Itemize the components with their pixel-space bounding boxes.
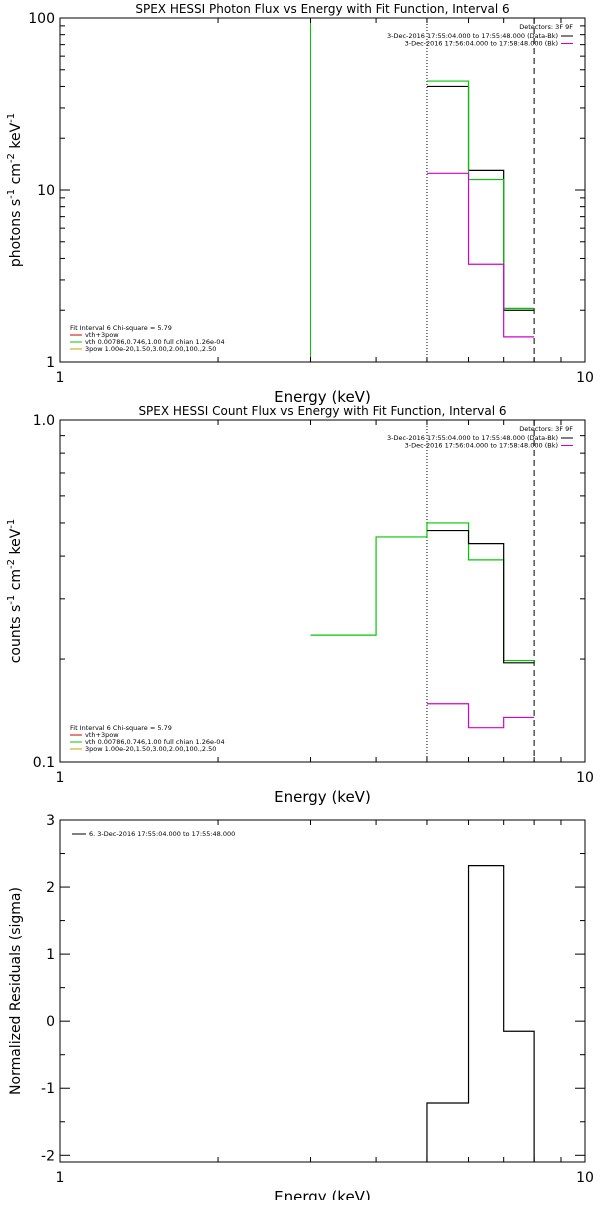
y-tick-label: 2	[46, 880, 55, 896]
histogram-background-model	[426, 172, 535, 338]
y-axis-label-part: keV	[8, 122, 24, 153]
x-tick-label: 10	[576, 770, 594, 786]
y-axis-label-part: -2	[6, 559, 17, 569]
legend-entry-label: 3-Dec-2016 17:56:04.000 to 17:58:48.000 …	[405, 442, 558, 450]
legend-entry-label: vth 0.00786,0.746,1.00 full chian 1.26e-…	[85, 338, 225, 346]
y-tick-label: 3	[46, 813, 55, 829]
legend-fit-header: Fit Interval 6 Chi-square = 5.79	[70, 724, 172, 732]
x-tick-label: 1	[56, 1170, 65, 1186]
legend-detectors: Detectors: 3F 9F	[519, 23, 573, 31]
x-axis-label: Energy (keV)	[274, 388, 371, 406]
histogram-data	[426, 529, 535, 664]
y-tick-label: 1	[46, 947, 55, 963]
y-axis-label: photons s-1 cm-2 keV-1	[6, 113, 24, 267]
x-tick-label: 10	[576, 1170, 594, 1186]
legend-entry-label: 3-Dec-2016 17:55:04.000 to 17:55:48.000 …	[387, 32, 558, 40]
plot-frame	[59, 419, 586, 763]
y-tick-label: -1	[41, 1081, 55, 1097]
y-axis-label-part: photons s	[8, 199, 24, 267]
chart-title: SPEX HESSI Count Flux vs Energy with Fit…	[138, 404, 506, 418]
legend-entry-label: 3-Dec-2016 17:56:04.000 to 17:58:48.000 …	[405, 40, 558, 48]
plot-frame	[59, 819, 586, 1163]
x-axis-label: Energy (keV)	[274, 1188, 371, 1200]
x-tick-label: 1	[56, 370, 65, 386]
y-axis-label: counts s-1 cm-2 keV-1	[6, 519, 24, 664]
y-axis-label-part: keV	[8, 528, 24, 559]
legend-entry-label: 6. 3-Dec-2016 17:55:04.000 to 17:55:48.0…	[89, 830, 235, 838]
x-tick-label: 10	[576, 370, 594, 386]
legend-entry-label: vth 0.00786,0.746,1.00 full chian 1.26e-…	[85, 738, 225, 746]
y-tick-label: 0.1	[33, 755, 55, 771]
y-axis-label-part: counts s	[8, 605, 24, 664]
y-tick-label: 100	[28, 11, 55, 27]
chart-title: SPEX HESSI Photon Flux vs Energy with Fi…	[135, 2, 509, 16]
legend-fit-header: Fit Interval 6 Chi-square = 5.79	[70, 324, 172, 332]
y-tick-label: 10	[37, 183, 55, 199]
legend-entry-label: vth+3pow	[85, 731, 119, 739]
histogram-fit	[426, 80, 535, 309]
x-axis-label: Energy (keV)	[274, 788, 371, 806]
y-axis-label-part: Normalized Residuals (sigma)	[8, 887, 24, 1095]
histogram-data	[426, 865, 535, 1162]
y-axis-label-part: -1	[6, 113, 17, 123]
y-tick-label: 0	[46, 1014, 55, 1030]
legend-entry-label: 3pow 1.00e-20,1.50,3.00,2.00,100.,2.50	[85, 745, 216, 753]
plot-panel-1: 1 10 1 10 100 SPEX HESSI Photon Flux vs Energ…	[6, 2, 594, 406]
legend-detectors: Detectors: 3F 9F	[519, 425, 573, 433]
y-tick-label: 1.0	[33, 413, 55, 429]
plot-panel-3: 1 10 -2 -1 0 1 2 3 Energy (keV) Normalized Residu…	[8, 813, 594, 1205]
y-tick-label: 1	[46, 355, 55, 371]
y-axis-label-part: cm	[8, 569, 24, 595]
histogram-data	[426, 85, 535, 311]
y-axis-label-part: -2	[6, 153, 17, 163]
legend-entry-label: vth+3pow	[85, 331, 119, 339]
y-axis-label: Normalized Residuals (sigma)	[8, 887, 24, 1095]
y-axis-label-part: -1	[6, 519, 17, 529]
y-axis-label-part: -1	[6, 189, 17, 199]
y-axis-label-part: -1	[6, 595, 17, 605]
legend-entry-label: 3pow 1.00e-20,1.50,3.00,2.00,100.,2.50	[85, 345, 216, 353]
y-axis-label-part: cm	[8, 163, 24, 189]
histogram-background-model	[426, 703, 535, 729]
x-tick-label: 1	[56, 770, 65, 786]
y-tick-label: -2	[41, 1148, 55, 1164]
plot-panel-2: 1 10 0.1 1.0 SPEX HESSI Count Flux vs Energy…	[6, 404, 594, 806]
legend-entry-label: 3-Dec-2016 17:55:04.000 to 17:55:48.000 …	[387, 434, 558, 442]
